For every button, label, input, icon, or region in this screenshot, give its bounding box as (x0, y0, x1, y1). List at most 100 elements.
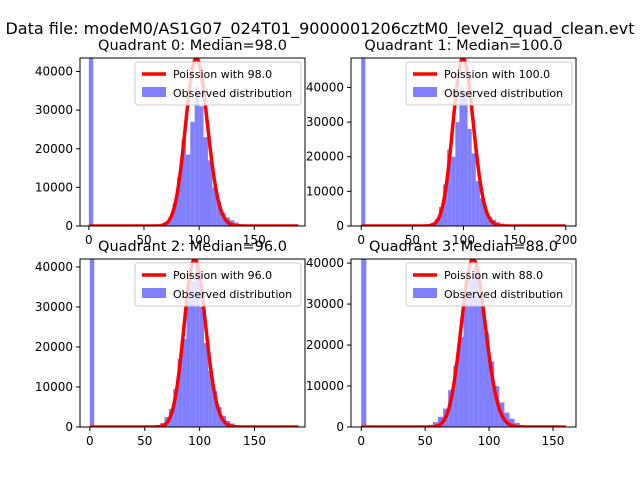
histogram-bar (478, 295, 484, 427)
legend-label-poisson: Poission with 96.0 (173, 269, 272, 282)
legend-label-poisson: Poission with 98.0 (173, 68, 272, 81)
histogram-bar (494, 386, 500, 427)
histogram-bar (475, 180, 480, 226)
y-tick-label: 40000 (306, 256, 344, 270)
histogram-bar (483, 210, 489, 226)
legend: Poission with 96.0 Observed distribution (134, 262, 302, 307)
legend-patch-swatch (142, 87, 166, 97)
x-tick-label: 100 (188, 434, 211, 448)
x-tick-label: 150 (542, 434, 565, 448)
y-tick-label: 20000 (306, 150, 344, 164)
histogram-bar (88, 58, 94, 226)
x-tick-label: 50 (136, 233, 151, 247)
subplot-title: Quadrant 0: Median=98.0 (98, 38, 287, 54)
histogram-bar (463, 90, 468, 226)
histogram-bar (212, 187, 217, 226)
x-tick-label: 0 (86, 434, 94, 448)
histogram-bar (182, 339, 187, 427)
histogram-bar (190, 281, 196, 427)
histogram-bar (447, 149, 452, 226)
x-tick-label: 150 (243, 233, 266, 247)
histogram-bar (448, 390, 454, 427)
legend-label-observed: Observed distribution (173, 87, 292, 100)
figure-suptitle: Data file: modeM0/AS1G07_024T01_90000012… (5, 19, 634, 39)
histogram-bar (199, 106, 204, 226)
histogram-bar (89, 259, 95, 427)
y-tick-label: 10000 (306, 184, 344, 198)
legend-patch-swatch (413, 288, 437, 298)
histogram-bar (437, 416, 444, 427)
axes-frame (350, 258, 577, 428)
y-tick-label: 0 (65, 219, 73, 233)
legend-label-poisson: Poission with 100.0 (444, 68, 550, 81)
histogram-bar (172, 202, 178, 226)
histogram-bar (455, 122, 460, 226)
subplot-quadrant-1: 0 50 100 150 200 0 10000 20000 30000 40000 Quadran… (306, 38, 577, 247)
histogram-bar (216, 200, 222, 226)
subplot-quadrant-3: 0 50 100 150 0 10000 20000 30000 40000 Quadrant 3… (306, 239, 577, 448)
y-tick-label: 10000 (35, 180, 73, 194)
histogram-bar (361, 259, 367, 427)
histogram-bar (483, 332, 490, 427)
y-tick-label: 20000 (35, 340, 73, 354)
subplot-quadrant-0: 0 50 100 150 0 10000 20000 30000 40000 Quadrant 0… (35, 38, 306, 247)
histogram-bar (361, 58, 366, 226)
histogram-bar (195, 267, 200, 427)
legend-frame (134, 61, 302, 106)
histogram-bar (203, 137, 208, 226)
histogram-bar (212, 391, 218, 427)
x-tick-label: 100 (188, 233, 211, 247)
legend-frame (405, 61, 573, 106)
legend: Poission with 98.0 Observed distribution (134, 61, 302, 106)
histogram-bar (467, 129, 472, 226)
histogram-bar (186, 287, 191, 427)
histogram-bar (471, 153, 476, 226)
histogram-bar (489, 361, 495, 427)
histogram-bar (173, 389, 178, 427)
y-tick-label: 20000 (35, 142, 73, 156)
histogram-bar (207, 160, 213, 226)
legend-label-poisson: Poission with 88.0 (444, 269, 543, 282)
legend-label-observed: Observed distribution (444, 87, 563, 100)
histogram-bar (463, 291, 469, 427)
histogram-bar (459, 87, 464, 226)
x-tick-label: 0 (357, 233, 365, 247)
x-tick-label: 150 (503, 233, 526, 247)
histogram-bar (458, 336, 464, 427)
legend-label-observed: Observed distribution (173, 288, 292, 301)
subplot-title: Quadrant 3: Median=88.0 (369, 239, 558, 255)
histogram-bar (204, 343, 209, 427)
histogram-bar (451, 156, 456, 226)
y-tick-label: 10000 (35, 380, 73, 394)
histogram-bar (190, 121, 195, 226)
y-tick-label: 30000 (35, 300, 73, 314)
y-tick-label: 0 (336, 219, 344, 233)
histogram-bar (177, 359, 183, 427)
x-tick-label: 200 (554, 233, 577, 247)
histogram-bar (509, 418, 515, 427)
x-tick-label: 0 (357, 434, 365, 448)
histogram-bar (504, 412, 510, 427)
plot-area (360, 58, 567, 226)
histogram-bar (453, 365, 459, 427)
histogram-bar (432, 422, 438, 427)
x-tick-label: 150 (243, 434, 266, 448)
histogram-bar (168, 217, 173, 226)
legend: Poission with 100.0 Observed distribution (405, 61, 573, 106)
x-tick-label: 50 (418, 434, 433, 448)
subplot-title: Quadrant 2: Median=96.0 (98, 239, 287, 255)
legend-patch-swatch (142, 288, 166, 298)
x-tick-label: 100 (478, 434, 501, 448)
y-tick-label: 30000 (35, 103, 73, 117)
histogram-bar (181, 139, 186, 226)
legend-patch-swatch (413, 87, 437, 97)
histogram-bar (185, 154, 191, 226)
y-tick-label: 40000 (35, 65, 73, 79)
legend-frame (405, 262, 573, 307)
y-tick-label: 30000 (306, 115, 344, 129)
histogram-bar (194, 86, 200, 226)
y-tick-label: 10000 (306, 379, 344, 393)
legend-frame (134, 262, 302, 307)
